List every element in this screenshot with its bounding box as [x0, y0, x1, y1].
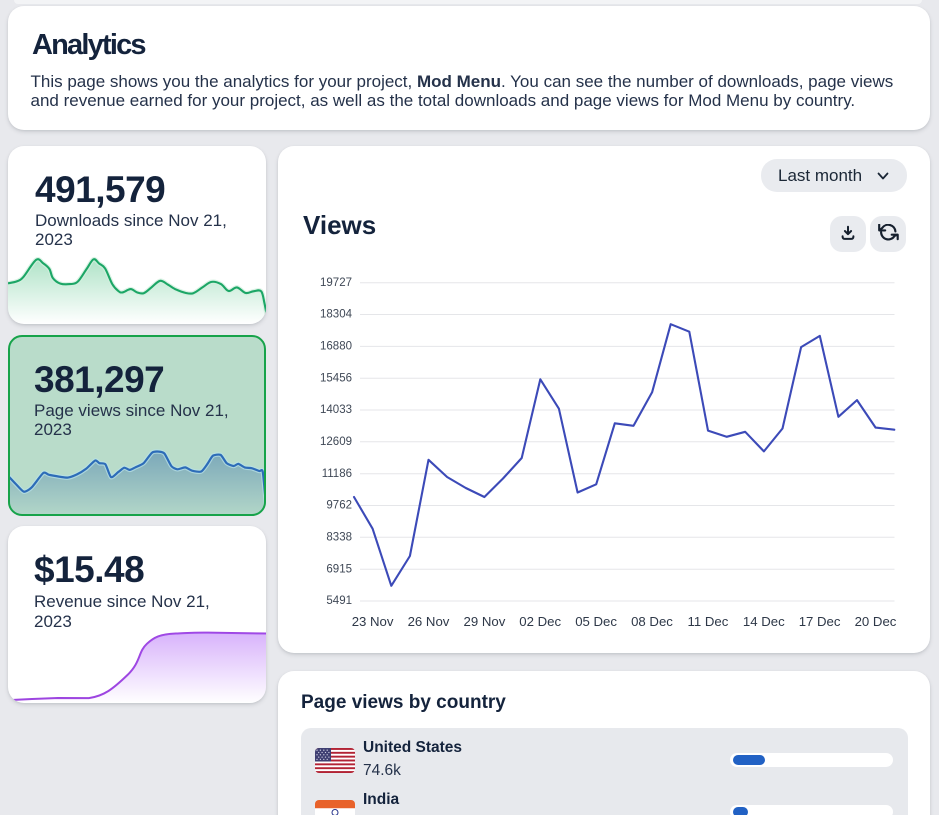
svg-text:20 Dec: 20 Dec	[855, 614, 897, 629]
svg-text:23 Nov: 23 Nov	[352, 614, 394, 629]
svg-text:12609: 12609	[320, 436, 352, 448]
svg-text:26 Nov: 26 Nov	[408, 614, 450, 629]
svg-text:11186: 11186	[322, 468, 352, 480]
svg-text:5491: 5491	[326, 595, 352, 607]
svg-text:18304: 18304	[320, 309, 353, 321]
svg-text:15456: 15456	[320, 372, 352, 384]
svg-text:05 Dec: 05 Dec	[575, 614, 617, 629]
svg-text:14 Dec: 14 Dec	[743, 614, 785, 629]
svg-text:8338: 8338	[326, 532, 352, 544]
svg-text:02 Dec: 02 Dec	[519, 614, 561, 629]
svg-text:19727: 19727	[320, 277, 352, 289]
svg-text:6915: 6915	[326, 563, 352, 575]
svg-text:29 Nov: 29 Nov	[464, 614, 506, 629]
svg-text:14033: 14033	[320, 404, 352, 416]
svg-text:9762: 9762	[326, 500, 352, 512]
svg-text:11 Dec: 11 Dec	[687, 614, 728, 629]
svg-text:16880: 16880	[320, 341, 352, 353]
svg-text:08 Dec: 08 Dec	[631, 614, 673, 629]
svg-text:17 Dec: 17 Dec	[799, 614, 841, 629]
